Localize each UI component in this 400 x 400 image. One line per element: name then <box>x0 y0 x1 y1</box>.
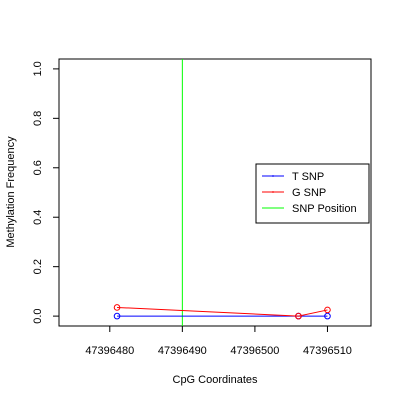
x-axis-title: CpG Coordinates <box>173 374 258 386</box>
y-tick-label: 0.4 <box>32 210 44 225</box>
legend-snp-position-label: SNP Position <box>292 203 357 215</box>
y-tick-label: 1.0 <box>32 61 44 76</box>
g-snp-point <box>295 312 302 320</box>
y-axis: 0.0 0.2 0.4 0.6 0.8 1.0 <box>32 61 59 324</box>
plot-area <box>113 59 331 326</box>
y-tick-label: 0.0 <box>32 308 44 323</box>
x-tick-label: 47396480 <box>85 345 134 357</box>
y-tick-label: 0.2 <box>32 259 44 274</box>
t-snp-point <box>324 312 331 320</box>
x-tick-label: 47396510 <box>303 345 352 357</box>
legend-box <box>255 163 370 224</box>
legend-g-snp-label: G SNP <box>292 187 326 199</box>
legend-g-snp-dot <box>272 191 274 193</box>
plot-frame <box>58 58 372 327</box>
legend-t-snp-label: T SNP <box>292 171 324 183</box>
t-snp-point <box>113 312 121 320</box>
legend-t-snp-dot <box>272 175 274 177</box>
y-axis-title: Methylation Frequency <box>5 136 17 248</box>
g-snp-line <box>117 306 328 317</box>
legend: T SNP G SNP SNP Position <box>255 163 370 224</box>
y-tick-label: 0.8 <box>32 111 44 126</box>
g-snp-point <box>324 306 331 314</box>
g-snp-point <box>113 304 121 311</box>
y-tick-label: 0.6 <box>32 160 44 175</box>
x-tick-label: 47396500 <box>230 345 279 357</box>
x-axis: 47396480 47396490 47396500 47396510 <box>85 326 352 357</box>
x-tick-label: 47396490 <box>158 345 207 357</box>
